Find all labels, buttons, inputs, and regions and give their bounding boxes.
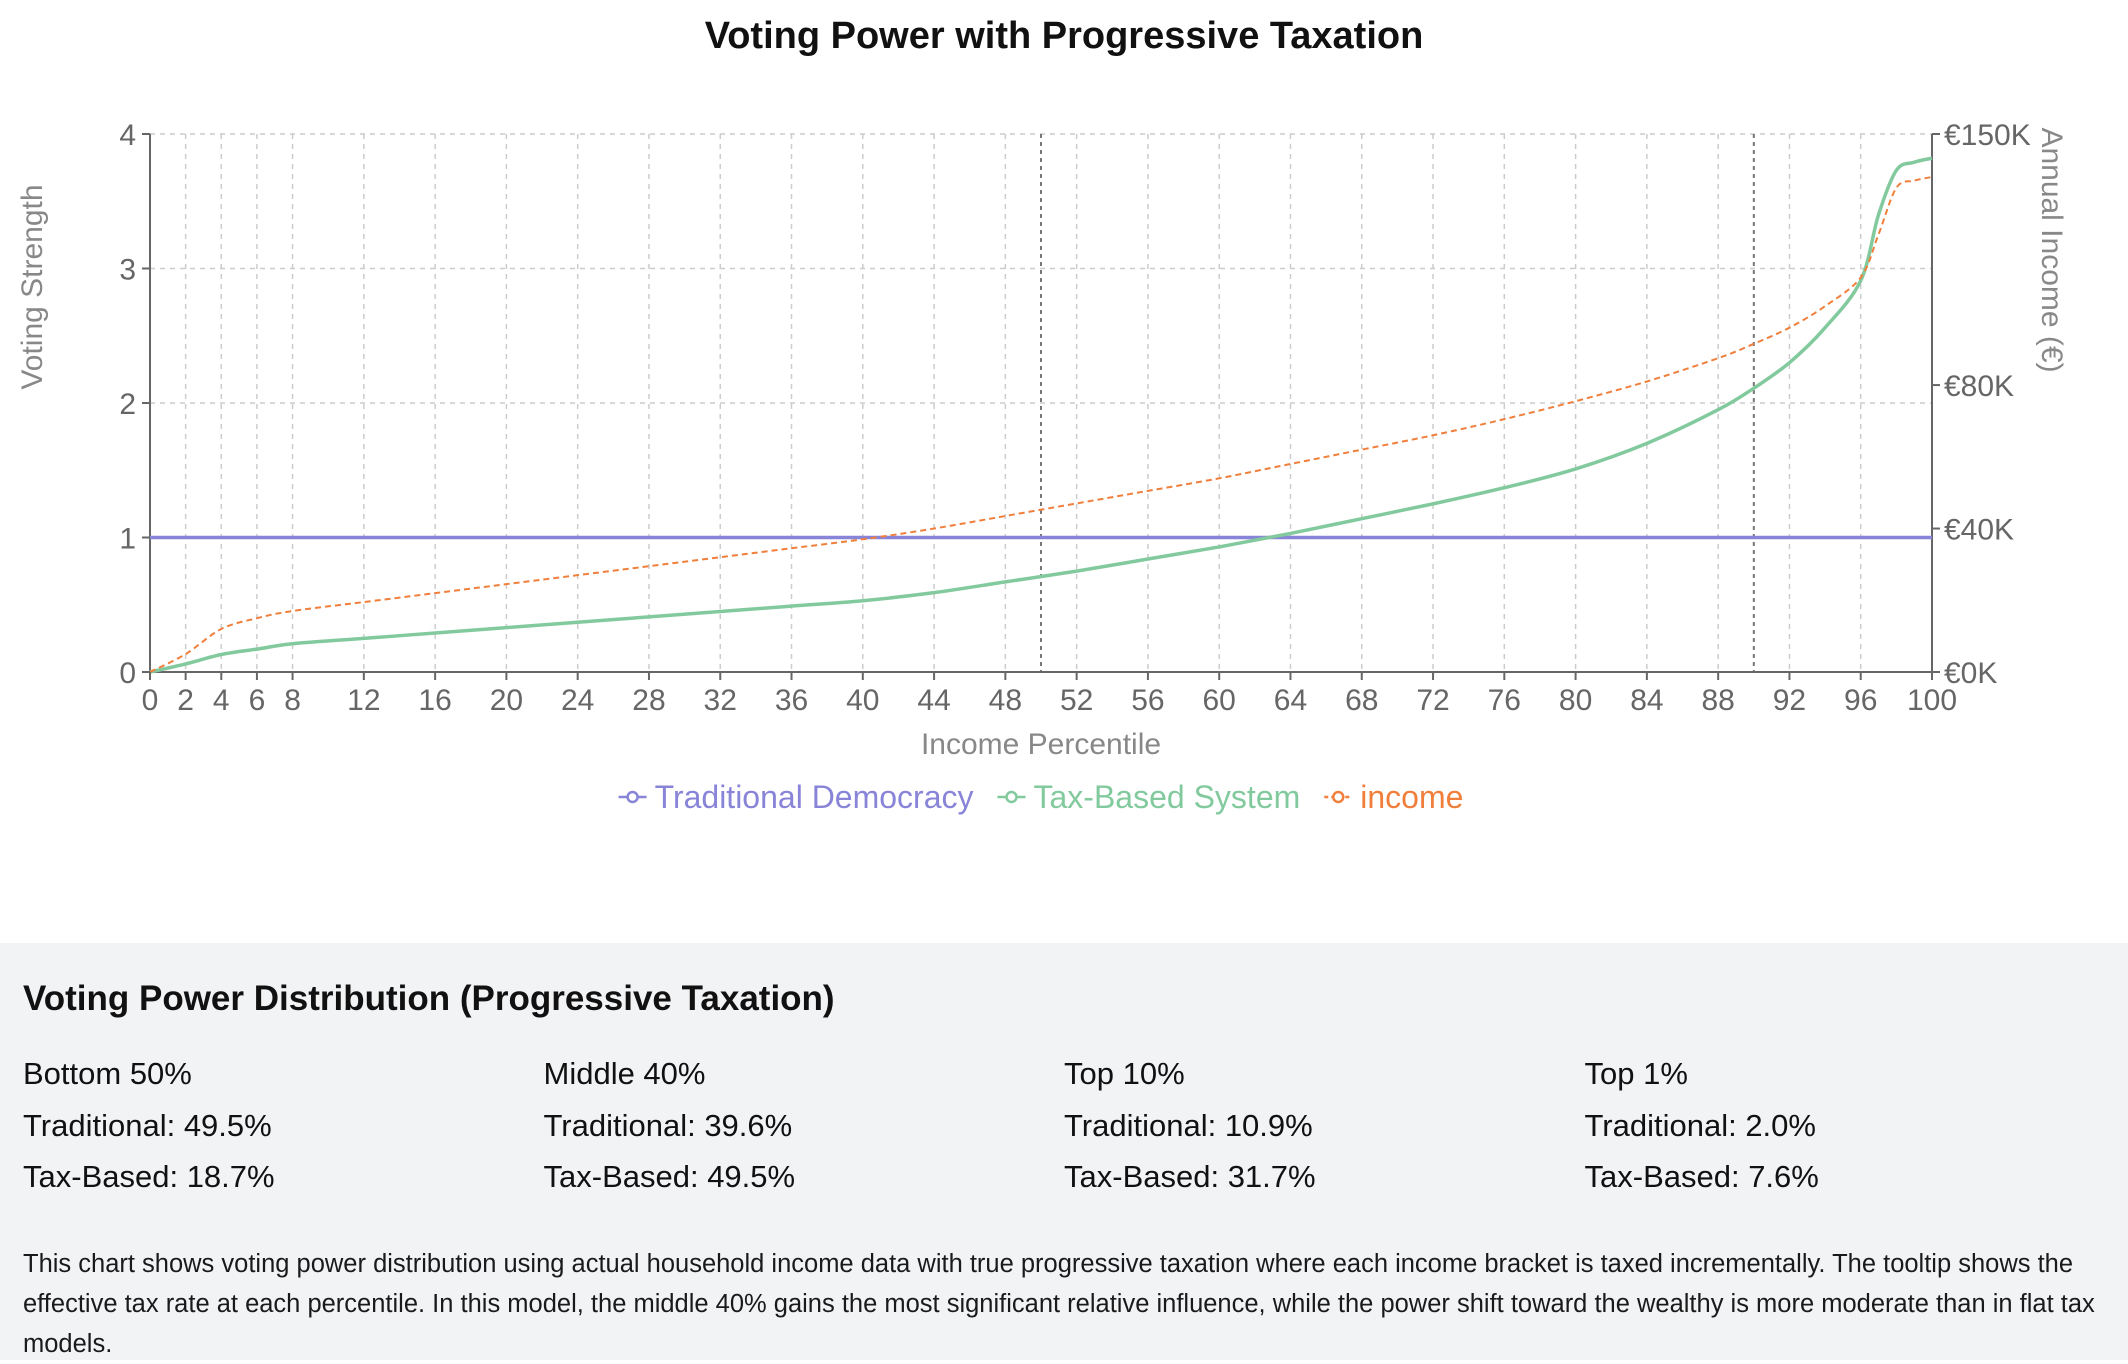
x-tick-label: 20 <box>490 684 523 717</box>
x-tick-label: 92 <box>1773 684 1806 717</box>
traditional-share: Traditional: 2.0% <box>1584 1108 1816 1143</box>
y2-tick-label: €150K <box>1944 119 2031 152</box>
x-tick-label: 52 <box>1060 684 1093 717</box>
chart-title: Voting Power with Progressive Taxation <box>705 15 1424 57</box>
x-tick-label: 56 <box>1131 684 1164 717</box>
group-name: Top 1% <box>1584 1056 1688 1091</box>
x-tick-label: 88 <box>1701 684 1734 717</box>
legend-label: Traditional Democracy <box>655 779 974 815</box>
x-tick-label: 68 <box>1345 684 1378 717</box>
x-tick-label: 40 <box>846 684 879 717</box>
legend-item[interactable]: Traditional Democracy <box>618 779 974 815</box>
y-tick-label: 2 <box>119 388 136 421</box>
x-tick-label: 72 <box>1416 684 1449 717</box>
x-tick-label: 60 <box>1203 684 1236 717</box>
summary-title: Voting Power Distribution (Progressive T… <box>23 979 835 1018</box>
x-tick-label: 100 <box>1907 684 1957 717</box>
reference-lines <box>1040 134 1755 672</box>
summary-description: This chart shows voting power distributi… <box>23 1250 2095 1358</box>
tax-based-share: Tax-Based: 49.5% <box>543 1159 796 1194</box>
x-tick-label: 64 <box>1274 684 1307 717</box>
x-tick-label: 4 <box>213 684 230 717</box>
x-axis-title: Income Percentile <box>921 728 1161 761</box>
tick-labels: 0 2 4 6 8 12 16 20 24 28 32 36 40 44 48 52 56 60 64 68 72 76 8… <box>119 119 2030 717</box>
series-lines[interactable] <box>149 156 1933 674</box>
x-tick-label: 44 <box>917 684 950 717</box>
y2-tick-label: €0K <box>1944 657 1997 690</box>
legend-item[interactable]: income <box>1324 779 1463 815</box>
tax-based-share: Tax-Based: 18.7% <box>23 1159 275 1194</box>
summary-panel: Voting Power Distribution (Progressive T… <box>0 943 2128 1360</box>
y-tick-label: 1 <box>119 523 136 556</box>
group-top-10: Top 10% Traditional: 10.9% Tax-Based: 31… <box>1064 1058 1585 1212</box>
x-tick-label: 28 <box>632 684 665 717</box>
series-line-tax-based-system[interactable] <box>149 156 1933 674</box>
legend-label: Tax-Based System <box>1034 779 1301 815</box>
x-tick-label: 80 <box>1559 684 1592 717</box>
traditional-share: Traditional: 39.6% <box>543 1108 793 1143</box>
group-bottom-50: Bottom 50% Traditional: 49.5% Tax-Based:… <box>23 1058 544 1212</box>
y2-tick-label: €40K <box>1944 514 2014 547</box>
x-tick-label: 0 <box>142 684 159 717</box>
legend-label: income <box>1360 779 1463 815</box>
legend-marker-dot <box>1005 790 1018 804</box>
group-stats: Bottom 50% Traditional: 49.5% Tax-Based:… <box>23 1058 2105 1212</box>
legend-marker-dot <box>626 790 639 804</box>
group-name: Bottom 50% <box>23 1056 192 1091</box>
x-tick-label: 48 <box>989 684 1022 717</box>
x-tick-label: 12 <box>347 684 380 717</box>
traditional-share: Traditional: 49.5% <box>23 1108 272 1143</box>
x-tick-label: 84 <box>1630 684 1663 717</box>
x-tick-label: 16 <box>418 684 451 717</box>
tax-based-share: Tax-Based: 31.7% <box>1064 1159 1316 1194</box>
x-tick-label: 24 <box>561 684 594 717</box>
x-tick-label: 2 <box>177 684 194 717</box>
x-tick-label: 6 <box>249 684 266 717</box>
x-tick-label: 32 <box>704 684 737 717</box>
legend-marker-dot <box>1332 790 1345 804</box>
x-tick-label: 96 <box>1844 684 1877 717</box>
y-axis-title: Voting Strength <box>16 184 49 389</box>
x-tick-label: 76 <box>1488 684 1521 717</box>
legend-item[interactable]: Tax-Based System <box>997 779 1301 815</box>
x-tick-label: 8 <box>284 684 301 717</box>
traditional-share: Traditional: 10.9% <box>1064 1108 1313 1143</box>
y-tick-label: 4 <box>119 119 136 152</box>
group-middle-40: Middle 40% Traditional: 39.6% Tax-Based:… <box>544 1058 1065 1212</box>
y-tick-label: 3 <box>119 254 136 287</box>
group-top-1: Top 1% Traditional: 2.0% Tax-Based: 7.6% <box>1585 1058 2106 1212</box>
y-tick-label: 0 <box>119 657 136 690</box>
y2-axis-title: Annual Income (€) <box>2035 127 2068 372</box>
series-line-income[interactable] <box>149 176 1933 673</box>
tax-based-share: Tax-Based: 7.6% <box>1584 1159 1819 1194</box>
y2-tick-label: €80K <box>1944 370 2014 403</box>
group-name: Top 10% <box>1064 1056 1185 1091</box>
x-tick-label: 36 <box>775 684 808 717</box>
voting-power-chart: Voting Power with Progressive Taxation 0… <box>16 15 2068 815</box>
legend[interactable]: Traditional Democracy Tax-Based System inc… <box>618 779 1464 815</box>
group-name: Middle 40% <box>543 1056 706 1091</box>
